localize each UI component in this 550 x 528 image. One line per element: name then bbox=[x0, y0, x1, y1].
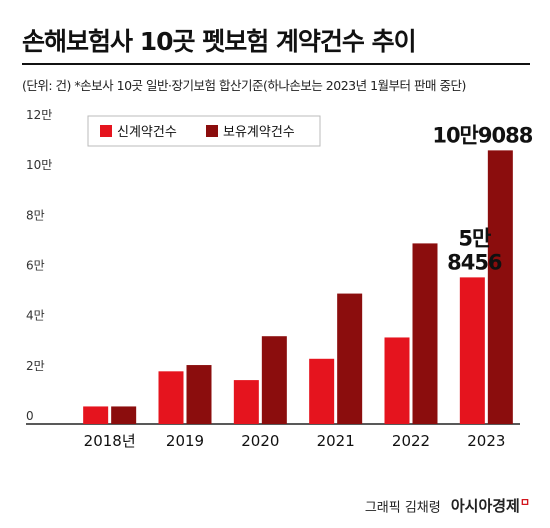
y-tick-label: 0 bbox=[26, 409, 34, 423]
data-annotation: 8456 bbox=[447, 250, 502, 274]
y-tick-label: 4만 bbox=[26, 309, 45, 323]
y-tick-label: 10만 bbox=[26, 158, 52, 172]
bar-held-contracts bbox=[261, 336, 287, 424]
bar-held-contracts bbox=[111, 406, 137, 424]
bar-held-contracts bbox=[487, 150, 513, 425]
legend-swatch-new bbox=[100, 125, 112, 137]
graphic-credit: 그래픽 김채령 bbox=[364, 500, 441, 515]
bar-new-contracts bbox=[309, 358, 335, 424]
bar-held-contracts bbox=[186, 365, 212, 424]
chart-subtitle: (단위: 건) *손보사 10곳 일반·장기보험 합산기준(하나손보는 2023… bbox=[22, 78, 466, 93]
x-tick-label: 2019 bbox=[166, 432, 204, 450]
bar-new-contracts bbox=[233, 380, 259, 424]
chart-title: 손해보험사 10곳 펫보험 계약건수 추이 bbox=[22, 27, 417, 56]
bar-new-contracts bbox=[83, 406, 109, 424]
x-tick-label: 2020 bbox=[241, 432, 279, 450]
data-annotation: 5만 bbox=[458, 226, 491, 250]
bar-held-contracts bbox=[412, 243, 438, 424]
brand-mark-icon: ㅁ bbox=[519, 495, 530, 509]
brand-logo: 아시아경제 bbox=[450, 497, 520, 515]
legend-label: 보유계약건수 bbox=[223, 125, 295, 140]
legend-label: 신계약건수 bbox=[117, 125, 177, 140]
y-tick-label: 2만 bbox=[26, 359, 45, 373]
data-annotation: 10만9088 bbox=[432, 123, 532, 147]
x-tick-label: 2021 bbox=[317, 432, 355, 450]
x-tick-label: 2018년 bbox=[84, 432, 136, 450]
y-tick-label: 6만 bbox=[26, 259, 45, 273]
bar-new-contracts bbox=[459, 277, 485, 424]
legend-swatch-held bbox=[206, 125, 218, 137]
y-tick-label: 12만 bbox=[26, 108, 52, 122]
legend-box bbox=[87, 115, 321, 147]
x-tick-label: 2022 bbox=[392, 432, 430, 450]
bar-new-contracts bbox=[158, 371, 184, 424]
title-divider bbox=[22, 63, 530, 65]
footer: 그래픽 김채령 아시아경제ㅁ bbox=[365, 494, 530, 516]
bar-new-contracts bbox=[384, 337, 410, 424]
y-tick-label: 8만 bbox=[26, 208, 45, 222]
x-tick-label: 2023 bbox=[467, 432, 505, 450]
bar-held-contracts bbox=[337, 293, 363, 424]
